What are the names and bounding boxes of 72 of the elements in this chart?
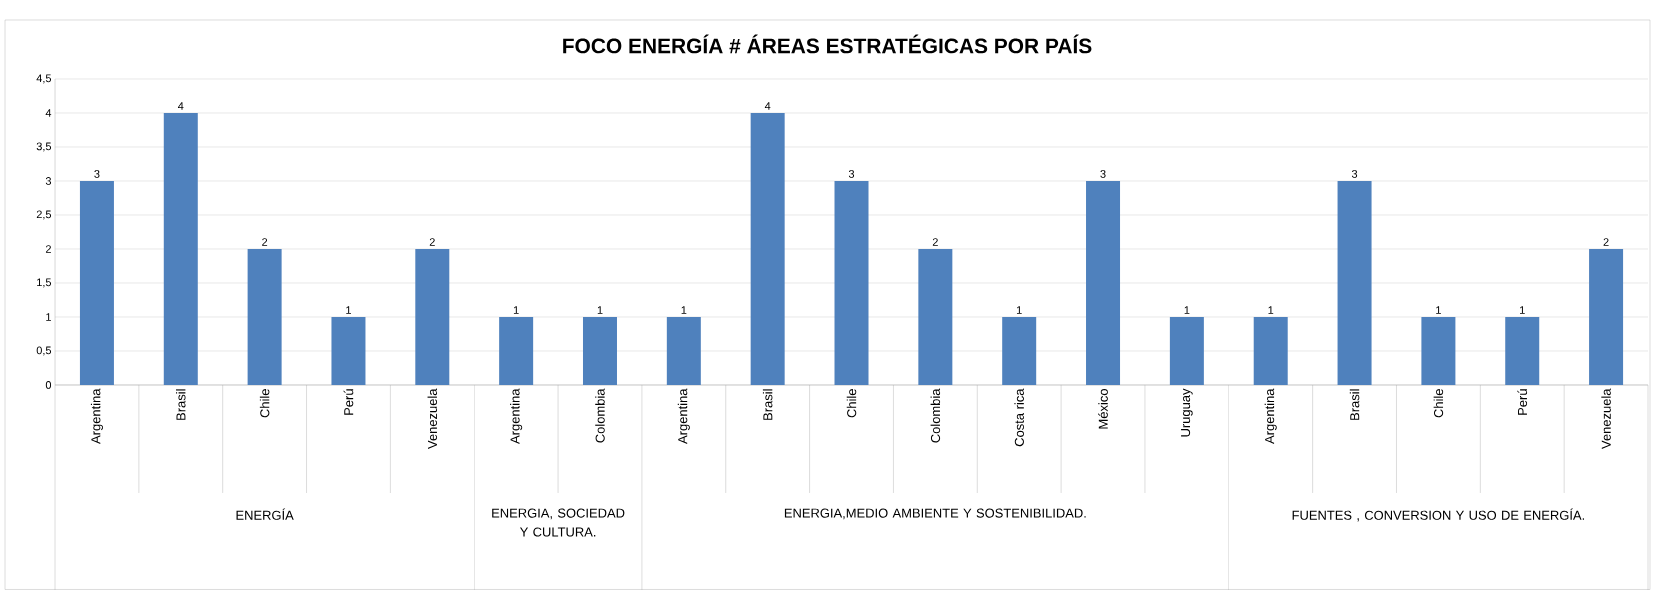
data-label: 4 (177, 102, 184, 110)
bar (1169, 316, 1204, 385)
bar (1337, 180, 1372, 385)
x-tick-label: Venezuela (1601, 388, 1611, 449)
x-tick-label: Brasil (176, 389, 186, 420)
x-tick-label: Chile (1433, 389, 1444, 418)
data-label: 3 (94, 170, 100, 178)
bar (247, 248, 282, 385)
source-note: FUENTES , CONVERSION Y USO DE ENERGÍA. (1292, 508, 1585, 522)
x-tick-label: Costa rica (1014, 388, 1024, 447)
x-tick-label: Perú (343, 389, 354, 415)
data-label: 2 (932, 238, 938, 246)
bar (918, 248, 953, 385)
x-tick-label: Venezuela (427, 388, 438, 449)
y-tick-label: 0 (45, 381, 52, 389)
bar (163, 112, 198, 385)
data-label: 1 (681, 306, 687, 314)
text: ENERGIA,MEDIO AMBIENTE Y SOSTENIBILIDAD. (784, 508, 1086, 520)
bar (582, 316, 617, 385)
bar (1253, 316, 1288, 385)
chart-title: FOCO ENERGÍA # ÁREAS ESTRATÉGICAS POR PAÍS (563, 34, 1092, 54)
bar (499, 316, 534, 385)
x-tick-label: Argentina (1264, 388, 1277, 444)
y-tick-label: 4,5 (36, 74, 52, 84)
x-tick-label: Argentina (90, 388, 103, 444)
bar (1589, 248, 1624, 385)
data-label: 1 (1184, 306, 1190, 314)
x-tick-label: Uruguay (1181, 388, 1193, 437)
y-tick-label: 1 (46, 313, 51, 321)
y-tick-label: 2,5 (36, 210, 52, 220)
x-tick-label: Brasil (1349, 389, 1360, 420)
bar (1505, 316, 1540, 385)
bar (666, 316, 701, 385)
data-label: 3 (848, 170, 855, 178)
data-label: 1 (1436, 306, 1441, 314)
data-label: 4 (764, 102, 771, 110)
x-tick-label: Colombia (930, 388, 941, 443)
bar (1002, 316, 1037, 385)
data-label: 2 (429, 238, 435, 246)
data-label: 1 (346, 306, 351, 314)
y-tick-label: 1,5 (37, 278, 52, 288)
bar (79, 180, 114, 385)
data-label: 3 (1100, 170, 1106, 178)
x-tick-label: Argentina (510, 388, 523, 444)
text: ENERGÍA (236, 508, 294, 520)
bar (331, 316, 366, 385)
x-tick-label: México (1098, 389, 1108, 429)
y-tick-label: 4 (45, 109, 52, 117)
bar (834, 180, 869, 385)
y-tick-label: 3 (45, 177, 52, 185)
text: ENERGIA, SOCIEDAD Y CULTURA. (492, 508, 625, 537)
bar (750, 112, 785, 385)
data-label: 1 (513, 306, 519, 314)
bar (415, 248, 450, 385)
bar (1086, 180, 1121, 385)
data-label: 1 (597, 306, 603, 314)
x-tick-label: Chile (259, 389, 270, 418)
data-label: 1 (1268, 306, 1274, 314)
y-tick-label: 3,5 (36, 142, 52, 152)
y-tick-label: 2 (45, 245, 51, 253)
y-tick-label: 0,5 (36, 346, 52, 356)
data-label: 3 (1351, 170, 1358, 178)
x-tick-label: Perú (1517, 389, 1528, 415)
data-label: 2 (262, 238, 268, 246)
x-tick-label: Chile (846, 389, 857, 418)
data-label: 2 (1603, 238, 1609, 246)
x-tick-label: Colombia (595, 388, 605, 443)
x-tick-label: Brasil (762, 389, 773, 420)
x-tick-label: Argentina (677, 388, 690, 444)
bar (1421, 316, 1456, 385)
data-label: 1 (1016, 306, 1022, 314)
data-label: 1 (1520, 306, 1525, 314)
